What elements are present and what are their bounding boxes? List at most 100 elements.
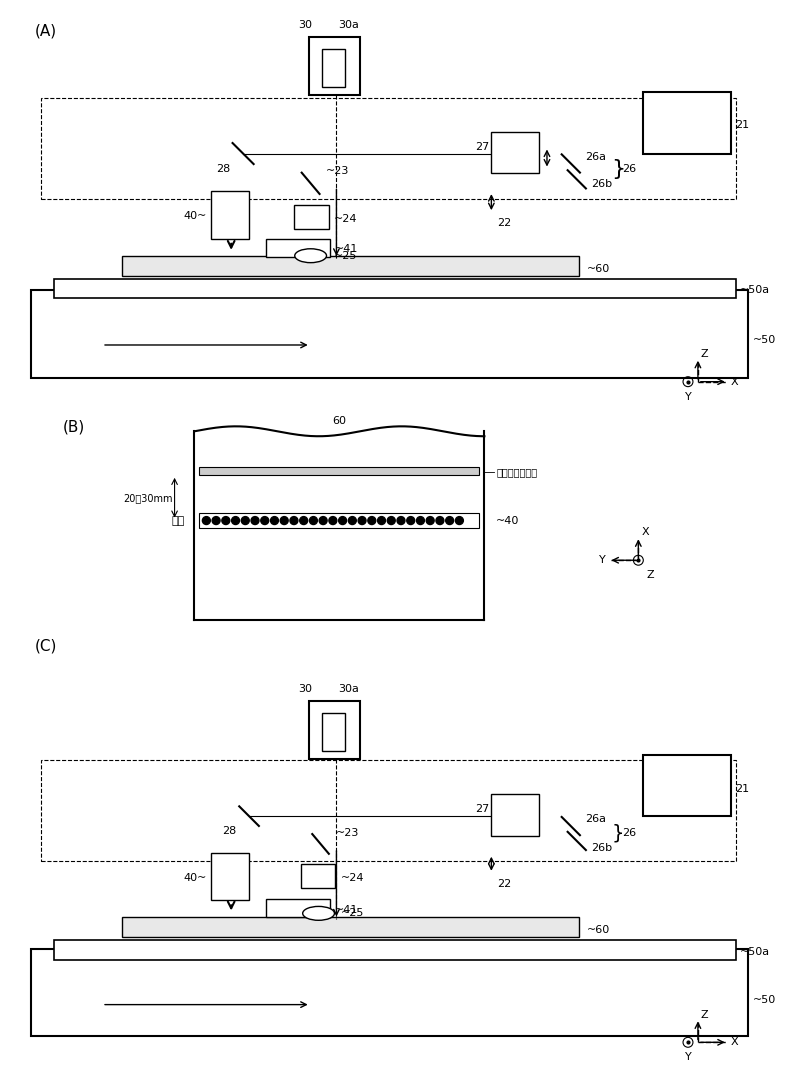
Circle shape [280,516,288,525]
Text: ~24: ~24 [341,873,364,882]
Text: 28: 28 [222,826,236,837]
Circle shape [338,516,346,525]
Bar [491,131,539,173]
Text: X: X [730,377,738,386]
Text: 22: 22 [498,878,511,889]
Circle shape [368,516,376,525]
Text: 26a: 26a [585,814,606,824]
Bar [41,98,736,200]
Text: 22: 22 [498,218,511,228]
Circle shape [378,516,386,525]
Text: 26b: 26b [590,179,612,189]
Text: ~50a: ~50a [740,947,770,957]
Bar [54,940,736,960]
Bar [41,760,736,861]
Circle shape [436,516,444,525]
Text: 60: 60 [333,416,346,427]
Text: }: } [611,159,626,179]
Text: Z: Z [701,349,709,359]
Bar [30,290,747,378]
Circle shape [329,516,337,525]
Text: ~41: ~41 [334,906,358,915]
Bar [122,256,578,275]
Text: 21: 21 [734,784,749,794]
Text: 40~: 40~ [183,873,206,882]
Bar [266,239,330,257]
Text: ~60: ~60 [586,264,610,273]
Circle shape [222,516,230,525]
Ellipse shape [294,249,326,262]
Circle shape [300,516,308,525]
Circle shape [202,516,210,525]
Text: 27: 27 [475,805,490,814]
Bar [54,278,736,299]
Circle shape [242,516,250,525]
Circle shape [387,516,395,525]
Circle shape [251,516,259,525]
Text: 激光束入射区域: 激光束入射区域 [496,467,538,477]
Text: Y: Y [599,555,606,566]
Circle shape [290,516,298,525]
Text: 26: 26 [622,828,637,838]
Text: X: X [642,527,649,538]
Text: 21: 21 [734,120,749,130]
Bar [309,37,360,95]
Text: (B): (B) [62,419,85,435]
Bar [211,191,249,239]
Circle shape [446,516,454,525]
Text: Y: Y [685,392,691,401]
Text: ~25: ~25 [334,251,357,260]
Bar [643,754,730,816]
Text: Z: Z [701,1009,709,1020]
Text: 27: 27 [475,142,490,152]
Circle shape [319,516,327,525]
Circle shape [231,516,239,525]
Bar [30,949,747,1036]
Bar [309,701,360,759]
Circle shape [426,516,434,525]
Circle shape [348,516,356,525]
Circle shape [406,516,414,525]
Circle shape [417,516,425,525]
Text: 30: 30 [298,684,313,695]
Text: 26b: 26b [590,843,612,853]
Text: ~23: ~23 [335,828,359,838]
Bar [322,49,346,87]
Text: 28: 28 [216,164,230,174]
Text: Z: Z [646,570,654,580]
Text: ~24: ~24 [334,214,357,224]
Text: 26a: 26a [585,152,606,161]
Ellipse shape [302,906,334,921]
Bar [266,899,330,918]
Text: 20～30mm: 20～30mm [123,493,173,503]
Circle shape [212,516,220,525]
Text: X: X [730,1037,738,1048]
Text: (A): (A) [34,23,57,38]
Circle shape [270,516,278,525]
Text: 30a: 30a [338,19,359,30]
Text: ~50: ~50 [753,994,776,1005]
Text: 26: 26 [622,164,637,174]
Text: ~50: ~50 [753,335,776,345]
Text: (C): (C) [34,638,57,653]
Text: 喷嘴: 喷嘴 [171,515,185,526]
Text: 30a: 30a [338,684,359,695]
Bar [301,864,335,888]
Text: 30: 30 [298,19,313,30]
Bar [199,512,479,528]
Circle shape [397,516,405,525]
Bar [122,918,578,937]
Text: ~50a: ~50a [740,286,770,296]
Bar [322,713,346,751]
Circle shape [310,516,318,525]
Circle shape [261,516,269,525]
Bar [643,92,730,154]
Text: 40~: 40~ [183,211,206,221]
Text: ~25: ~25 [341,908,364,919]
Bar [294,205,329,229]
Circle shape [455,516,463,525]
Text: Y: Y [685,1052,691,1063]
Text: ~60: ~60 [586,925,610,935]
Text: ~41: ~41 [334,243,358,254]
Bar [211,853,249,901]
